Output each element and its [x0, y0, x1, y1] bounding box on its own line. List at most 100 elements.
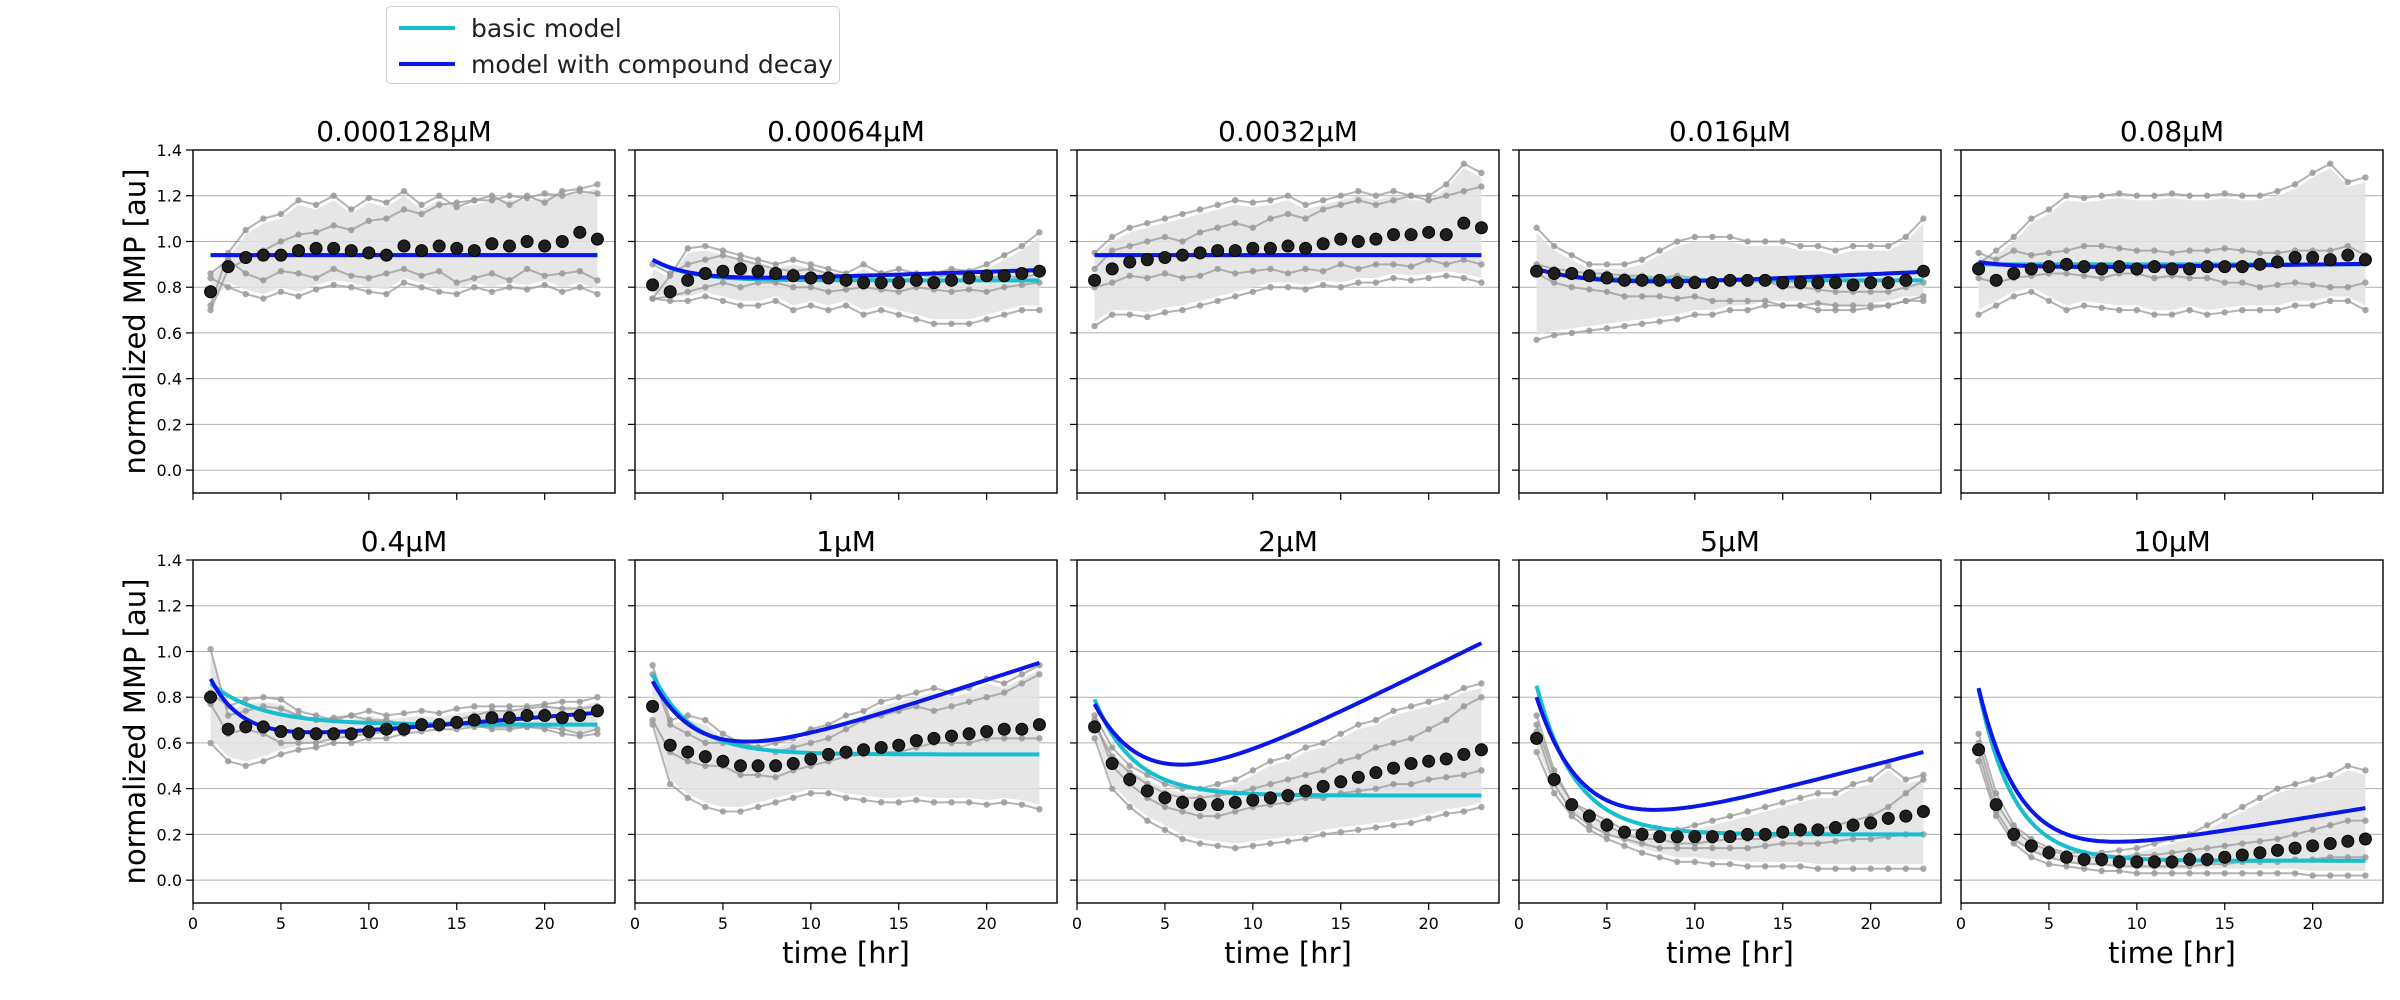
replicate-point [1550, 279, 1558, 286]
replicate-point [1337, 261, 1344, 268]
replicate-point [754, 302, 762, 309]
replicate-point [594, 277, 601, 284]
replicate-point [1018, 735, 1026, 742]
replicate-point [541, 272, 548, 279]
replicate-point [1161, 780, 1169, 788]
replicate-point [1372, 201, 1380, 209]
replicate-point [1920, 297, 1927, 305]
replicate-point [2291, 831, 2299, 838]
replicate-point [772, 297, 779, 305]
replicate-point [1443, 810, 1450, 818]
replicate-point [2239, 247, 2246, 254]
mean-point [415, 718, 429, 732]
replicate-point [2168, 249, 2176, 257]
replicate-point [1443, 716, 1450, 724]
mean-point [2024, 262, 2038, 276]
replicate-point [1460, 256, 1468, 263]
replicate-point [1885, 242, 1892, 250]
x-tick-label: 20 [1860, 914, 1880, 933]
replicate-point [649, 295, 656, 302]
replicate-point [1214, 780, 1221, 788]
mean-point [716, 264, 730, 278]
replicate-point [1390, 197, 1397, 204]
replicate-point [842, 726, 850, 733]
replicate-point [1390, 780, 1397, 788]
replicate-point [1214, 297, 1221, 305]
replicate-point [1425, 698, 1432, 705]
replicate-point [2028, 215, 2035, 222]
replicate-point [295, 231, 302, 238]
x-tick-label: 5 [718, 914, 728, 933]
replicate-point [1814, 840, 1822, 847]
replicate-point [1656, 318, 1663, 325]
replicate-point [453, 203, 460, 211]
replicate-point [1656, 247, 1663, 254]
replicate-point [312, 201, 320, 209]
mean-point [2130, 262, 2144, 276]
mean-point [962, 727, 976, 741]
replicate-point [790, 284, 797, 291]
replicate-point [2133, 844, 2141, 852]
replicate-point [2116, 306, 2123, 314]
replicate-point [913, 796, 920, 804]
replicate-point [1036, 306, 1043, 314]
y-tick-label: 0.8 [157, 688, 182, 707]
panel-8: 0 5 10 15 20 2μM time [hr] [1070, 525, 1500, 970]
uncertainty-band [1094, 688, 1482, 844]
replicate-point [1232, 844, 1239, 852]
mean-point [1530, 264, 1544, 278]
replicate-point [1407, 263, 1415, 270]
plot-area [1088, 160, 1488, 330]
panel-title: 0.4μM [361, 525, 448, 558]
mean-point [2200, 260, 2214, 274]
replicate-point [2344, 284, 2352, 291]
mean-point [1105, 757, 1119, 771]
replicate-point [1390, 274, 1397, 282]
replicate-point [348, 226, 355, 234]
replicate-point [559, 726, 566, 733]
replicate-point [1390, 187, 1397, 195]
replicate-point [1779, 840, 1786, 847]
replicate-point [1902, 865, 1910, 872]
replicate-point [1001, 284, 1008, 291]
replicate-point [913, 689, 920, 696]
replicate-point [1302, 771, 1309, 779]
mean-point [1688, 276, 1702, 290]
mean-point [274, 248, 288, 262]
replicate-point [2344, 817, 2352, 824]
mean-point [1829, 821, 1842, 835]
replicate-point [1568, 284, 1575, 291]
mean-point [1246, 241, 1260, 255]
replicate-point [1975, 730, 1982, 737]
y-tick-label: 1.2 [157, 597, 182, 616]
mean-point [590, 232, 604, 246]
mean-point [751, 264, 765, 278]
replicate-point [719, 297, 727, 305]
replicate-point [1144, 817, 1151, 824]
replicate-point [2344, 242, 2352, 250]
replicate-point [2010, 233, 2017, 241]
panel-3: 0.0032μM [1070, 115, 1500, 500]
axes-frame [1518, 559, 1942, 904]
replicate-point [684, 758, 691, 765]
replicate-point [277, 696, 285, 703]
mean-point [2306, 250, 2320, 264]
legend-swatch-basic [399, 26, 455, 30]
replicate-point [948, 703, 955, 710]
replicate-point [1478, 169, 1485, 177]
mean-point [1474, 221, 1488, 235]
replicate-point [1302, 201, 1309, 209]
plot-area [204, 181, 604, 314]
legend: basic model model with compound decay [386, 6, 840, 84]
mean-point [309, 241, 323, 255]
replicate-point [1478, 803, 1485, 811]
replicate-point [471, 703, 478, 710]
replicate-point [1267, 780, 1274, 788]
replicate-point [1761, 842, 1769, 850]
mean-point [1916, 805, 1930, 819]
mean-point [432, 718, 446, 732]
replicate-point [207, 274, 214, 282]
replicate-point [1126, 224, 1133, 231]
mean-point [839, 745, 853, 759]
replicate-point [207, 270, 214, 277]
